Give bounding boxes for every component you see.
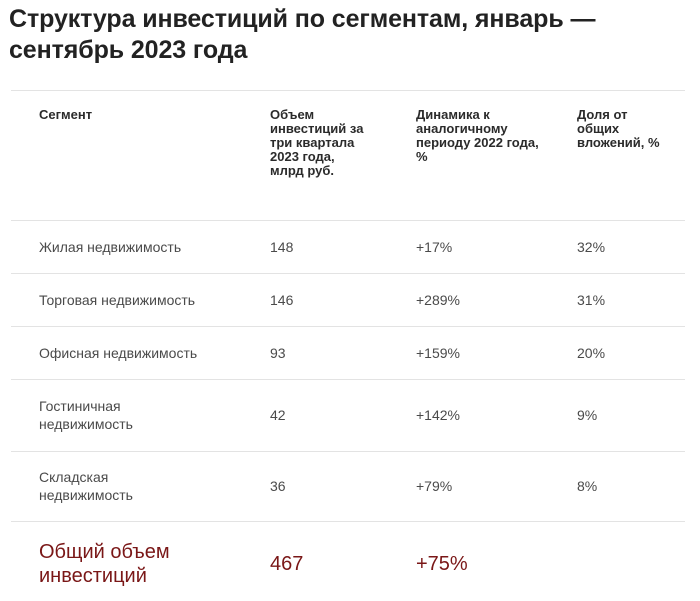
table-top-divider — [11, 90, 685, 91]
dynamics-cell: +142% — [416, 407, 460, 423]
total-dynamics: +75% — [416, 553, 468, 575]
share-cell: 20% — [577, 345, 606, 361]
table-row: Офисная недвижимость 93 +159% 20% — [0, 327, 700, 379]
page-title: Структура инвестиций по сегментам, январ… — [9, 5, 596, 64]
table-row: Складская недвижимость 36 +79% 8% — [0, 452, 700, 521]
header-segment: Сегмент — [39, 107, 93, 122]
row-divider — [11, 220, 685, 221]
header-volume: Объем инвестиций за три квартала 2023 го… — [270, 107, 364, 178]
dynamics-cell: +17% — [416, 239, 453, 255]
table-row: Жилая недвижимость 148 +17% 32% — [0, 221, 700, 273]
table-row: Торговая недвижимость 146 +289% 31% — [0, 274, 700, 326]
total-volume: 467 — [270, 553, 304, 575]
volume-cell: 42 — [270, 407, 286, 423]
header-share: Доля от общих вложений, % — [577, 107, 660, 150]
volume-cell: 36 — [270, 478, 286, 494]
segment-cell: Складская недвижимость — [39, 469, 133, 503]
table-header-row: Сегмент Объем инвестиций за три квартала… — [0, 108, 700, 218]
row-divider — [11, 521, 685, 522]
header-dynamics: Динамика к аналогичному периоду 2022 год… — [416, 107, 539, 164]
row-divider — [11, 379, 685, 380]
row-divider — [11, 451, 685, 452]
row-divider — [11, 326, 685, 327]
segment-cell: Жилая недвижимость — [39, 239, 182, 255]
volume-cell: 148 — [270, 239, 294, 255]
share-cell: 32% — [577, 239, 606, 255]
row-divider — [11, 273, 685, 274]
total-label: Общий объем инвестиций — [39, 541, 170, 587]
share-cell: 9% — [577, 407, 598, 423]
share-cell: 8% — [577, 478, 598, 494]
dynamics-cell: +79% — [416, 478, 453, 494]
segment-cell: Торговая недвижимость — [39, 292, 196, 308]
volume-cell: 146 — [270, 292, 294, 308]
table-row: Гостиничная недвижимость 42 +142% 9% — [0, 380, 700, 451]
segment-cell: Офисная недвижимость — [39, 345, 198, 361]
dynamics-cell: +159% — [416, 345, 460, 361]
segment-cell: Гостиничная недвижимость — [39, 398, 133, 432]
share-cell: 31% — [577, 292, 606, 308]
volume-cell: 93 — [270, 345, 286, 361]
dynamics-cell: +289% — [416, 292, 460, 308]
total-row: Общий объем инвестиций 467 +75% — [0, 522, 700, 601]
